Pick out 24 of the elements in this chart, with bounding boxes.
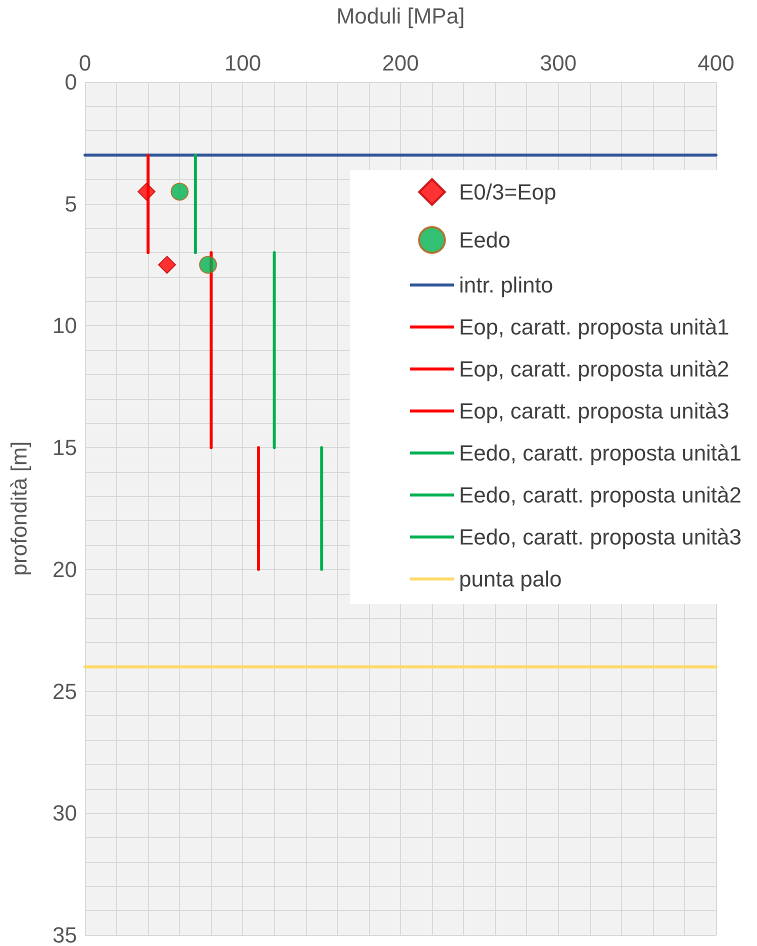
x-axis-title: Moduli [MPa] [336,4,465,28]
x-tick-label: 100 [224,50,262,76]
legend-label: Eedo, caratt. proposta unità2 [459,482,742,508]
y-axis-title: profondità [m] [6,441,32,576]
legend-label: Eop, caratt. proposta unità2 [459,356,730,382]
y-tick-label: 10 [52,313,77,338]
y-tick-label: 15 [52,435,77,460]
legend-label: Eedo [459,228,510,252]
legend-label: E0/3=Eop [459,180,556,204]
x-tick-label: 300 [540,50,577,76]
y-tick-label: 0 [64,70,77,94]
legend-label: Eedo, caratt. proposta unità3 [459,524,742,550]
y-tick-label: 30 [52,800,77,826]
legend-label: Eedo, caratt. proposta unità1 [459,440,742,466]
legend-label: Eop, caratt. proposta unità1 [459,314,730,340]
y-tick-label: 35 [52,922,77,946]
legend-label: intr. plinto [459,272,554,298]
legend-label: Eop, caratt. proposta unità3 [459,398,730,424]
x-tick-label: 200 [382,50,419,76]
y-tick-label: 25 [52,678,77,704]
y-tick-label: 20 [52,556,77,582]
y-tick-label: 5 [64,191,77,216]
legend-label: punta palo [459,566,562,592]
x-tick-label: 400 [698,50,734,76]
